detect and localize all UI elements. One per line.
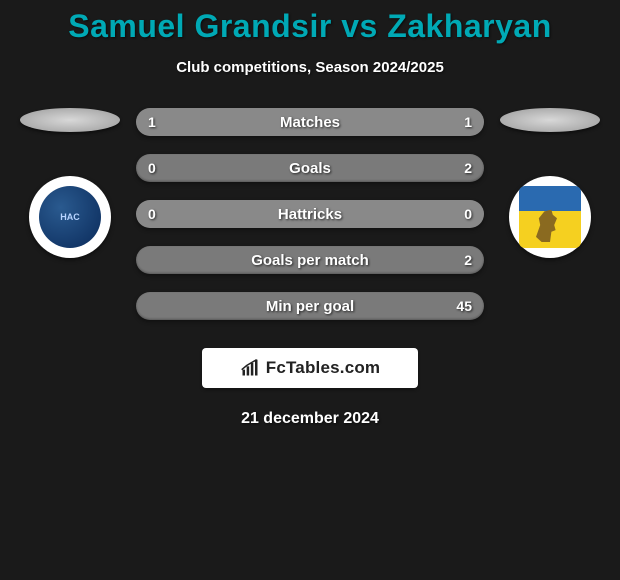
stats-area: HAC Matches11Goals02Hattricks00Goals per… bbox=[0, 108, 620, 320]
stat-label: Goals bbox=[136, 154, 484, 182]
page-title: Samuel Grandsir vs Zakharyan bbox=[0, 0, 620, 45]
stat-row: Min per goal45 bbox=[136, 292, 484, 320]
stat-value-right: 2 bbox=[464, 246, 472, 274]
stat-row: Goals per match2 bbox=[136, 246, 484, 274]
stat-row: Matches1 1 bbox=[136, 108, 484, 136]
stat-value-left: 0 bbox=[148, 200, 156, 228]
subtitle: Club competitions, Season 2024/2025 bbox=[0, 45, 620, 76]
stat-bars: Matches11Goals02Hattricks00Goals per mat… bbox=[136, 108, 484, 320]
left-club-code: HAC bbox=[60, 213, 80, 222]
stat-row: Hattricks0 0 bbox=[136, 200, 484, 228]
stat-label: Min per goal bbox=[136, 292, 484, 320]
left-club-badge: HAC bbox=[29, 176, 111, 258]
stat-value-right: 0 bbox=[464, 200, 472, 228]
brand-text: FcTables.com bbox=[266, 358, 381, 378]
left-player-column: HAC bbox=[10, 108, 130, 258]
hac-badge-icon: HAC bbox=[39, 186, 101, 248]
stat-label: Hattricks bbox=[136, 200, 484, 228]
brand-box[interactable]: FcTables.com bbox=[202, 348, 418, 388]
stat-label: Goals per match bbox=[136, 246, 484, 274]
stat-value-right: 45 bbox=[456, 292, 472, 320]
date-line: 21 december 2024 bbox=[0, 388, 620, 428]
stat-row: Goals0 2 bbox=[136, 154, 484, 182]
right-player-marker bbox=[500, 108, 600, 132]
left-player-marker bbox=[20, 108, 120, 132]
stat-label: Matches bbox=[136, 108, 484, 136]
stat-value-right: 1 bbox=[464, 108, 472, 136]
briochin-badge-icon bbox=[519, 186, 581, 248]
right-player-column bbox=[490, 108, 610, 258]
stat-value-right: 2 bbox=[464, 154, 472, 182]
chart-icon bbox=[240, 358, 260, 378]
stat-value-left: 0 bbox=[148, 154, 156, 182]
right-club-badge bbox=[509, 176, 591, 258]
infographic-container: Samuel Grandsir vs Zakharyan Club compet… bbox=[0, 0, 620, 580]
stat-value-left: 1 bbox=[148, 108, 156, 136]
